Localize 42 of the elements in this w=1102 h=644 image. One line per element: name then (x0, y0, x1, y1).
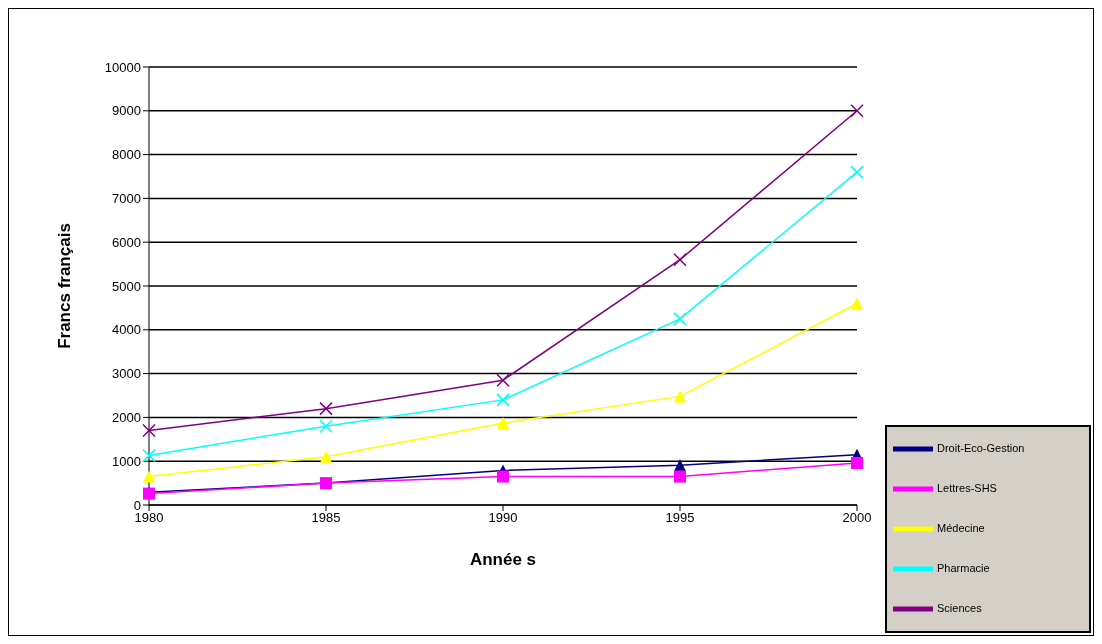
y-tick-label: 8000 (112, 147, 141, 163)
y-tick-label: 6000 (112, 234, 141, 250)
y-tick-label: 9000 (112, 103, 141, 119)
legend-label: Lettres-SHS (937, 481, 997, 494)
point (851, 456, 863, 469)
point (673, 252, 687, 267)
x-axis-title: Année s (469, 550, 537, 569)
point (496, 373, 510, 387)
point (674, 459, 686, 472)
y-tick-label: 2000 (112, 410, 141, 426)
y-tick-label: 5000 (112, 278, 141, 294)
point (851, 297, 863, 310)
point (319, 419, 333, 433)
y-tick-label: 10000 (104, 59, 141, 75)
x-tick-label: 2000 (842, 510, 872, 526)
x-tick-label: 1980 (134, 510, 164, 526)
y-axis-title: Francs français (55, 223, 75, 349)
legend-label: Médecine (937, 521, 985, 534)
y-tick-label: 1000 (112, 453, 141, 469)
point (497, 417, 509, 430)
y-tick-label: 7000 (112, 191, 141, 207)
x-tick-label: 1990 (488, 510, 518, 526)
x-tick-label: 1985 (311, 510, 341, 526)
point (674, 470, 686, 483)
point (497, 470, 509, 483)
point (142, 448, 156, 463)
point (850, 165, 864, 179)
y-tick-label: 3000 (112, 366, 141, 382)
point (142, 423, 156, 438)
y-tick-label: 0 (133, 497, 141, 513)
legend-label: Pharmacie (937, 561, 990, 574)
legend-label: Droit-Eco-Gestion (937, 441, 1025, 454)
legend-label: Sciences (937, 601, 982, 614)
point (319, 401, 333, 416)
point (143, 470, 155, 483)
point (320, 450, 332, 463)
point (496, 393, 510, 407)
x-tick-label: 1995 (665, 510, 695, 526)
point (850, 104, 864, 118)
y-tick-label: 4000 (112, 322, 141, 338)
point (673, 312, 687, 326)
point (674, 390, 686, 403)
